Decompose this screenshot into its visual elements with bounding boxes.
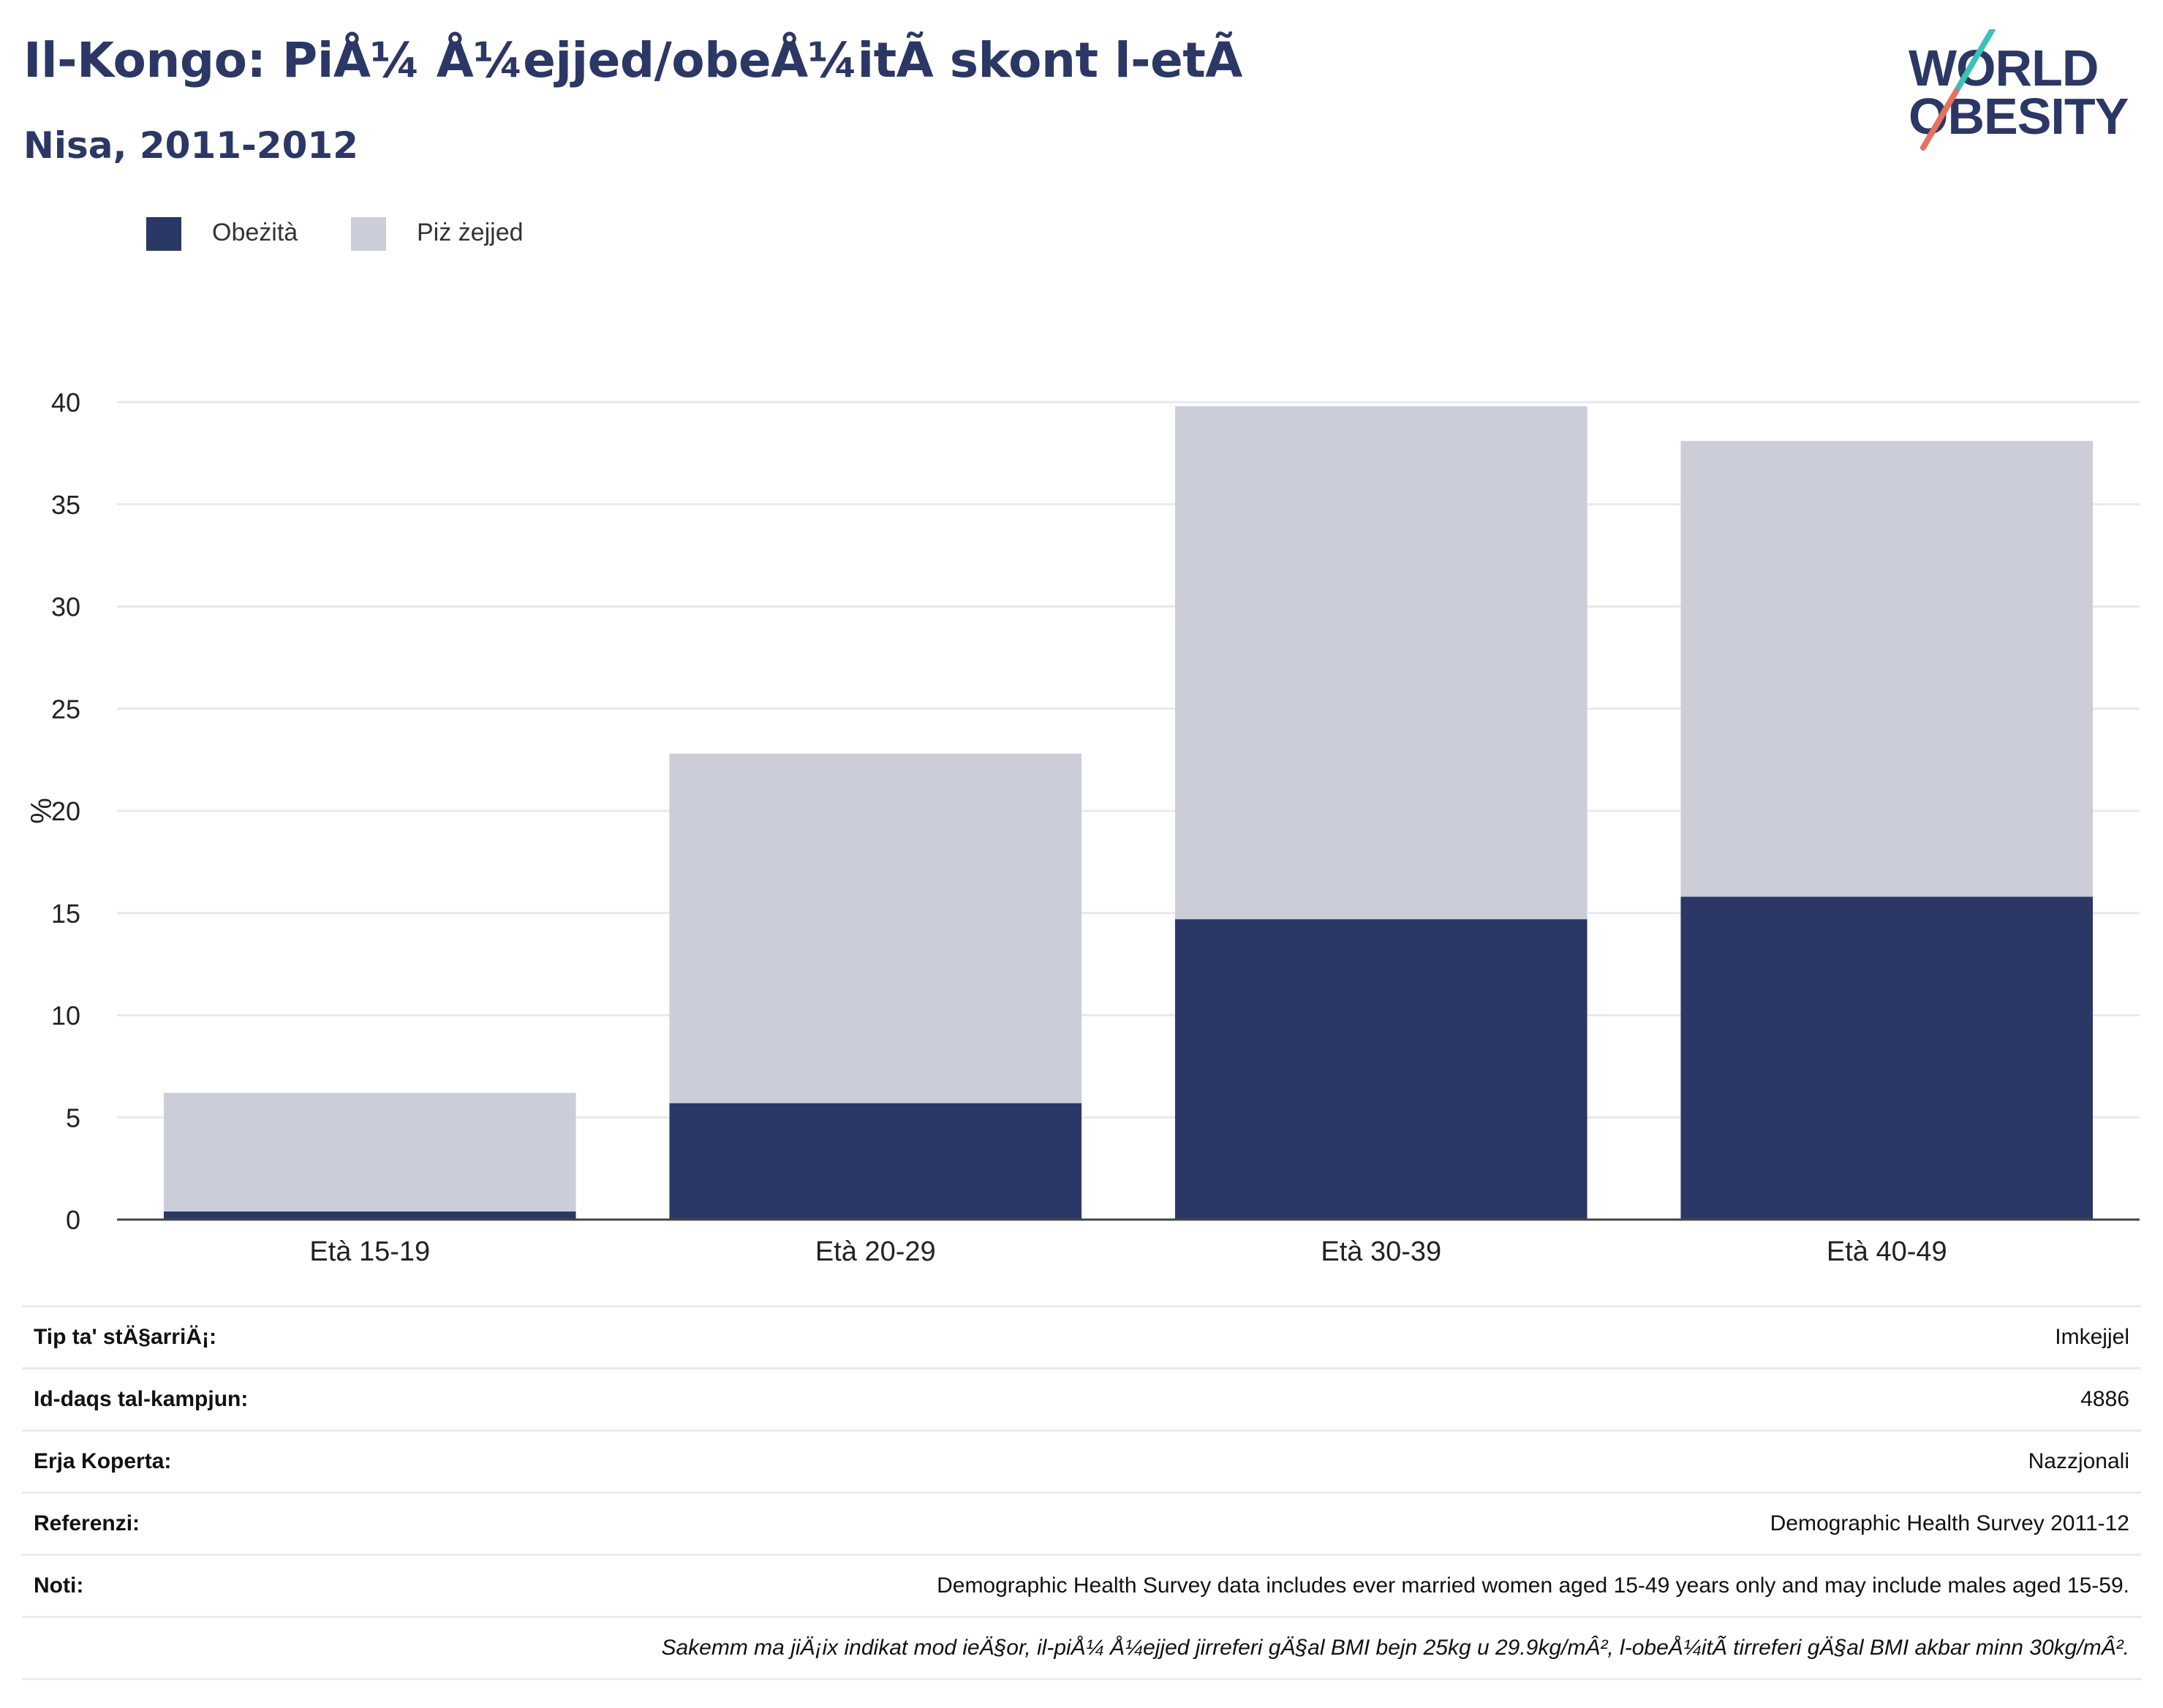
y-axis-label: % [26,798,58,824]
y-tick-label: 0 [66,1205,80,1235]
y-tick-label: 5 [66,1103,80,1133]
info-table: Tip ta' stÄ§arriÄ¡: Imkejjel Id-daqs tal… [22,1305,2141,1680]
x-tick-label: Età 15-19 [309,1236,430,1267]
y-tick-label: 25 [51,694,80,724]
info-label: Erja Koperta: [34,1449,172,1473]
world-obesity-logo: WORLD OBESITY [1909,29,2150,154]
y-tick-label: 20 [51,796,80,826]
y-tick-label: 15 [51,899,80,929]
info-value: 4886 [2080,1387,2129,1411]
x-tick-label: Età 20-29 [815,1236,936,1267]
logo-word-world: WORLD [1909,39,2099,97]
bar-obesity [669,1103,1082,1220]
legend-swatch-obesity [146,217,181,251]
bar-obesity [1174,919,1588,1220]
x-tick-label: Età 40-49 [1827,1236,1947,1267]
bar-obesity [1680,896,2094,1220]
info-label: Noti: [34,1573,84,1598]
y-tick-label: 35 [51,490,80,520]
info-value: Demographic Health Survey data includes … [937,1573,2129,1598]
info-row-survey-type: Tip ta' stÄ§arriÄ¡: Imkejjel [22,1305,2141,1367]
footnote-text: Sakemm ma jiÄ¡ix indikat mod ieÄ§or, il-… [661,1636,2129,1660]
info-label: Referenzi: [34,1511,140,1535]
y-tick-label: 40 [51,388,80,417]
bar-overweight [669,753,1082,1103]
bar-overweight [1174,406,1588,920]
info-value: Demographic Health Survey 2011-12 [1770,1511,2129,1535]
legend-label-overweight: Piż żejjed [417,219,524,246]
stacked-bar-chart: 0 5 10 15 20 25 30 35 40% Età 15-19 Età 20-29 Età 3… [26,388,2140,1267]
logo-slash-icon [1920,29,1996,151]
info-row-references: Referenzi: Demographic Health Survey 201… [22,1492,2141,1554]
info-row-notes: Noti: Demographic Health Survey data inc… [22,1554,2141,1616]
legend-swatch-overweight [351,217,386,251]
logo-word-obesity: OBESITY [1909,88,2129,145]
info-row-sample-size: Id-daqs tal-kampjun: 4886 [22,1367,2141,1429]
bar-overweight [163,1092,576,1212]
bar-overweight [1680,441,2094,897]
legend-label-obesity: Obeżità [212,219,298,246]
y-tick-label: 10 [51,1001,80,1031]
info-value: Nazzjonali [2028,1449,2129,1473]
x-tick-label: Età 30-39 [1321,1236,1441,1267]
chart-title: Il-Kongo: PiÅ¼ Å¼ejjed/obeÅ¼itÃ skont l-… [23,32,1242,88]
bar-obesity [163,1211,576,1220]
info-row-area-covered: Erja Koperta: Nazzjonali [22,1429,2141,1492]
chart-subtitle: Nisa, 2011-2012 [23,124,358,167]
info-label: Id-daqs tal-kampjun: [34,1387,249,1411]
info-row-footnote: Sakemm ma jiÄ¡ix indikat mod ieÄ§or, il-… [22,1616,2141,1680]
info-label: Tip ta' stÄ§arriÄ¡: [34,1325,216,1349]
info-value: Imkejjel [2055,1325,2129,1349]
y-tick-label: 30 [51,592,80,622]
